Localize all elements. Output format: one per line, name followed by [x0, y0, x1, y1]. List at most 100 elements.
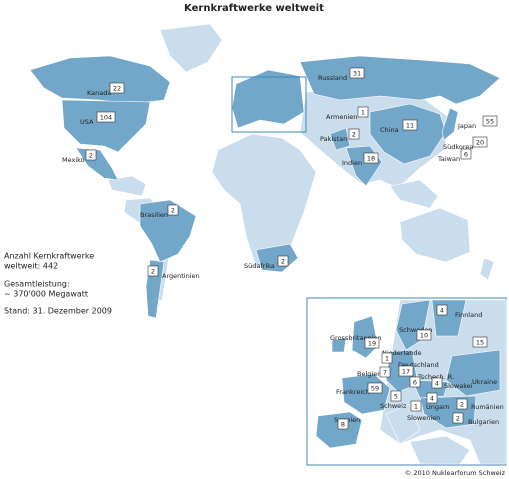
- count-box: [472, 136, 488, 148]
- count-box: [436, 304, 448, 316]
- count-box: [364, 337, 380, 349]
- count-value: 4: [440, 307, 444, 315]
- count-value: 20: [476, 139, 484, 147]
- count-value: 2: [151, 268, 155, 276]
- count-value: 2: [281, 258, 285, 266]
- info-capacity: ~ 370'000 Megawatt: [4, 290, 88, 299]
- australia: [399, 207, 471, 263]
- count-value: 2: [89, 152, 93, 160]
- count-value: 22: [113, 85, 121, 93]
- new-zealand: [479, 257, 495, 281]
- count-box: [381, 352, 393, 364]
- mexico-shape: [75, 147, 119, 181]
- greenland: [159, 23, 223, 73]
- count-value: 11: [406, 122, 414, 130]
- credit: © 2010 Nuklearforum Schweiz: [405, 469, 506, 477]
- count-box: [409, 376, 421, 388]
- country-label: Armenien: [326, 113, 357, 121]
- count-value: 55: [486, 118, 494, 126]
- count-box: [363, 152, 379, 164]
- count-box: [472, 336, 488, 348]
- inset-ireland: [331, 337, 347, 353]
- europe-frame: [231, 76, 307, 133]
- count-box: [482, 115, 498, 127]
- brazil-shape: [139, 199, 197, 263]
- country-label: Bulgarien: [468, 418, 499, 426]
- country-label: Brasilien: [140, 211, 168, 219]
- count-box: [452, 412, 464, 424]
- country-label: Niederlande: [382, 349, 422, 357]
- nuclear-countries: [29, 55, 501, 319]
- country-label: Rumänien: [471, 403, 504, 411]
- count-box: [277, 255, 289, 267]
- count-box: [426, 392, 438, 404]
- country-label: Ungarn: [426, 403, 450, 411]
- count-box: [85, 149, 97, 161]
- count-box: [167, 204, 179, 216]
- count-value: 2: [456, 415, 460, 423]
- country-label: Deutschland: [398, 361, 439, 369]
- count-value: 7: [383, 369, 387, 377]
- country-label: Kanada: [87, 89, 111, 97]
- count-value: 59: [371, 385, 379, 393]
- count-value: 19: [368, 340, 376, 348]
- count-box: [402, 119, 418, 131]
- usa-shape: [61, 99, 151, 153]
- count-value: 104: [100, 114, 112, 122]
- count-value: 10: [420, 332, 428, 340]
- info-count-label: Anzahl Kernkraftwerke: [4, 252, 94, 261]
- country-label: USA: [80, 118, 94, 126]
- pakistan-shape: [329, 127, 351, 151]
- count-value: 4: [430, 395, 434, 403]
- count-value: 17: [402, 368, 410, 376]
- count-value: 2: [171, 207, 175, 215]
- info-capacity-label: Gesamtleistung:: [4, 280, 70, 289]
- sea-asia: [389, 179, 439, 209]
- count-box: [337, 418, 349, 430]
- country-label: Schweden: [399, 326, 432, 334]
- country-label: Taiwan: [437, 155, 460, 163]
- inset: [306, 297, 507, 466]
- inset-balkans: [409, 435, 471, 465]
- caribbean: [107, 175, 147, 197]
- inset-spain: [315, 411, 363, 449]
- count-value: 6: [464, 151, 468, 159]
- country-label: Südkorea: [443, 143, 473, 151]
- country-label: Russland: [318, 74, 347, 82]
- country-label: Slowenien: [407, 414, 440, 422]
- africa: [211, 133, 317, 267]
- count-box: [416, 329, 432, 341]
- country-label: Argentinien: [162, 272, 200, 280]
- count-box: [147, 265, 159, 277]
- count-box: [357, 106, 369, 118]
- country-label: Belgien: [357, 370, 381, 378]
- count-box: [96, 111, 116, 123]
- inset-ukraine: [445, 349, 501, 397]
- count-box: [456, 398, 468, 410]
- count-box: [379, 366, 391, 378]
- japan-shape: [441, 107, 459, 141]
- count-value: 1: [385, 355, 389, 363]
- canada-shape: [29, 55, 171, 105]
- inset-italy: [385, 403, 421, 445]
- count-box: [348, 128, 360, 140]
- country-label: Indien: [342, 159, 362, 167]
- count-value: 18: [367, 155, 375, 163]
- count-value: 5: [394, 393, 398, 401]
- country-label: Tschech. R.: [417, 373, 454, 381]
- country-label: Grossbritannien: [330, 334, 382, 342]
- count-value: 2: [460, 401, 464, 409]
- count-box: [390, 390, 402, 402]
- europe-shape: [231, 69, 305, 129]
- count-box: [398, 365, 414, 377]
- country-label: Pakistan: [320, 135, 347, 143]
- count-value: 1: [361, 109, 365, 117]
- count-box: [349, 67, 365, 79]
- country-label: Schweiz: [380, 402, 407, 410]
- count-value: 15: [476, 339, 484, 347]
- country-label: Finnland: [455, 311, 482, 319]
- count-box: [460, 148, 472, 160]
- count-box: [431, 377, 443, 389]
- count-box: [109, 82, 125, 94]
